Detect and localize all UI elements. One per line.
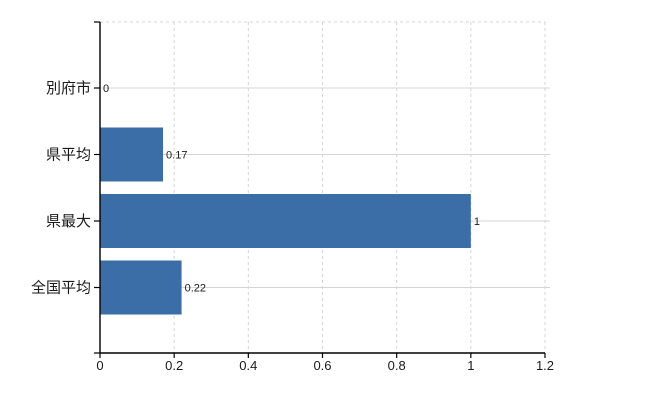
x-tick-label: 0.4 <box>239 358 257 373</box>
x-tick-label: 1 <box>467 358 474 373</box>
bar <box>100 127 164 182</box>
x-tick-label: 0.2 <box>165 358 183 373</box>
x-tick-label: 0 <box>96 358 103 373</box>
bar <box>100 194 471 248</box>
x-tick-label: 0.8 <box>388 358 406 373</box>
value-label: 0 <box>103 83 109 95</box>
category-label: 全国平均 <box>31 279 91 297</box>
x-tick-label: 0.6 <box>313 358 331 373</box>
category-label: 別府市 <box>46 80 91 97</box>
x-tick-label: 1.2 <box>536 358 554 373</box>
bar <box>100 260 182 315</box>
category-label: 県平均 <box>46 147 91 164</box>
value-label: 1 <box>474 216 480 228</box>
value-label: 0.22 <box>185 283 206 295</box>
value-label: 0.17 <box>166 150 187 162</box>
category-label: 県最大 <box>46 213 91 230</box>
